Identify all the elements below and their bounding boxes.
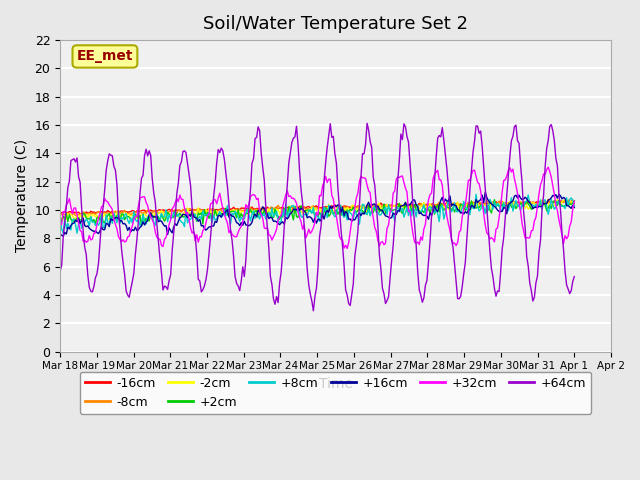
Line: -8cm: -8cm <box>60 199 574 216</box>
-8cm <box>211 209 219 215</box>
+32cm <box>210 196 218 202</box>
-16cm <box>484 201 492 206</box>
-8cm <box>63 212 70 218</box>
-16cm <box>552 198 560 204</box>
-8cm <box>346 206 354 212</box>
+2cm <box>484 203 492 208</box>
+2cm <box>56 214 64 220</box>
+16cm <box>211 218 219 224</box>
+2cm <box>172 208 179 214</box>
-2cm <box>64 210 72 216</box>
+2cm <box>570 198 578 204</box>
-8cm <box>72 213 79 218</box>
+8cm <box>480 204 488 210</box>
+8cm <box>211 217 219 223</box>
+64cm <box>480 166 488 171</box>
+16cm <box>346 216 354 222</box>
+64cm <box>364 120 371 126</box>
+32cm <box>484 232 492 238</box>
+8cm <box>172 214 179 219</box>
-8cm <box>484 201 492 206</box>
-16cm <box>211 207 219 213</box>
+32cm <box>545 164 552 170</box>
Line: +8cm: +8cm <box>60 194 574 233</box>
+32cm <box>56 222 64 228</box>
Line: +2cm: +2cm <box>60 200 574 226</box>
+64cm <box>486 248 493 253</box>
+8cm <box>64 220 72 226</box>
-2cm <box>570 199 578 204</box>
+2cm <box>138 223 145 228</box>
-2cm <box>56 215 64 221</box>
+2cm <box>346 207 354 213</box>
+8cm <box>60 230 67 236</box>
+16cm <box>56 232 64 238</box>
+64cm <box>570 274 578 279</box>
+32cm <box>170 204 177 210</box>
-8cm <box>172 210 179 216</box>
+2cm <box>63 211 70 216</box>
-16cm <box>570 199 578 204</box>
+2cm <box>211 207 219 213</box>
X-axis label: Time: Time <box>319 377 353 391</box>
-8cm <box>478 201 486 207</box>
+8cm <box>486 196 493 202</box>
Legend: -16cm, -8cm, -2cm, +2cm, +8cm, +16cm, +32cm, +64cm: -16cm, -8cm, -2cm, +2cm, +8cm, +16cm, +3… <box>80 372 591 414</box>
-8cm <box>570 201 578 207</box>
Line: -16cm: -16cm <box>60 201 574 214</box>
Text: EE_met: EE_met <box>77 49 133 63</box>
+8cm <box>346 210 354 216</box>
+64cm <box>56 268 64 274</box>
+16cm <box>481 189 489 195</box>
+16cm <box>64 224 72 230</box>
+16cm <box>60 233 67 239</box>
+32cm <box>343 246 351 252</box>
Line: -2cm: -2cm <box>60 200 574 220</box>
-2cm <box>60 217 67 223</box>
+16cm <box>570 204 578 210</box>
-2cm <box>484 202 492 207</box>
+16cm <box>486 200 493 205</box>
+8cm <box>570 203 578 209</box>
-16cm <box>172 207 179 213</box>
-8cm <box>56 212 64 218</box>
-8cm <box>545 196 552 202</box>
-2cm <box>346 209 354 215</box>
-16cm <box>56 210 64 216</box>
+64cm <box>63 204 70 210</box>
Line: +16cm: +16cm <box>60 192 574 236</box>
+64cm <box>170 230 177 236</box>
Line: +64cm: +64cm <box>60 123 574 311</box>
+32cm <box>478 199 486 205</box>
-16cm <box>346 204 354 210</box>
+64cm <box>210 194 218 200</box>
+16cm <box>478 192 486 198</box>
-16cm <box>63 210 70 216</box>
+8cm <box>472 192 480 197</box>
+64cm <box>346 302 354 308</box>
-2cm <box>554 197 561 203</box>
+8cm <box>56 216 64 222</box>
+64cm <box>310 308 317 314</box>
-2cm <box>478 204 486 210</box>
-16cm <box>478 200 486 206</box>
+2cm <box>491 197 499 203</box>
Y-axis label: Temperature (C): Temperature (C) <box>15 139 29 252</box>
-2cm <box>211 208 219 214</box>
Title: Soil/Water Temperature Set 2: Soil/Water Temperature Set 2 <box>203 15 468 33</box>
+32cm <box>346 229 354 235</box>
-2cm <box>172 213 179 218</box>
+16cm <box>172 221 179 227</box>
Line: +32cm: +32cm <box>60 167 574 249</box>
+32cm <box>63 203 70 208</box>
-16cm <box>76 211 84 216</box>
+2cm <box>478 202 486 207</box>
+32cm <box>570 198 578 204</box>
